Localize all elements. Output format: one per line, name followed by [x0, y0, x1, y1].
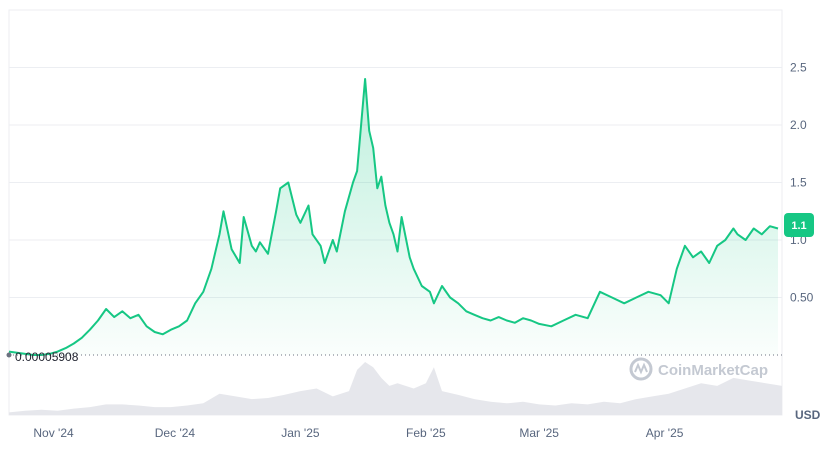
- price-line-path[interactable]: [8, 78, 779, 356]
- y-axis-ticks: 0.501.01.52.02.5: [790, 61, 814, 305]
- current-price-badge-bg: [784, 213, 814, 237]
- y-tick-label: 0.50: [790, 291, 814, 305]
- x-tick-label: Feb '25: [406, 426, 446, 440]
- volume-bars: [9, 362, 782, 415]
- y-tick-label: 2.5: [790, 61, 807, 75]
- x-tick-label: Apr '25: [646, 426, 684, 440]
- currency-label: USD: [795, 408, 821, 422]
- coinmarketcap-logo-icon: [629, 357, 653, 381]
- x-tick-label: Jan '25: [281, 426, 320, 440]
- x-axis-ticks: Nov '24 Dec '24 Jan '25 Feb '25 Mar '25 Apr '…: [33, 426, 683, 440]
- price-area-fill: [9, 79, 778, 355]
- watermark-text: CoinMarketCap: [658, 362, 768, 379]
- price-area: [9, 79, 778, 355]
- current-price-badge: 1.1: [784, 213, 814, 237]
- watermark: CoinMarketCap: [629, 357, 768, 381]
- baseline-label: 0.00005908: [15, 350, 79, 364]
- x-tick-label: Dec '24: [155, 426, 196, 440]
- baseline-dot: [6, 352, 12, 358]
- current-price-label: 1.1: [791, 220, 806, 232]
- y-tick-label: 1.5: [790, 176, 807, 190]
- x-tick-label: Nov '24: [33, 426, 74, 440]
- coinmarketcap-logo-wave-icon: [634, 362, 648, 375]
- volume-area: [9, 362, 782, 415]
- x-tick-label: Mar '25: [519, 426, 559, 440]
- baseline: 0.00005908: [6, 350, 782, 364]
- price-line[interactable]: [8, 78, 779, 356]
- y-tick-label: 2.0: [790, 118, 807, 132]
